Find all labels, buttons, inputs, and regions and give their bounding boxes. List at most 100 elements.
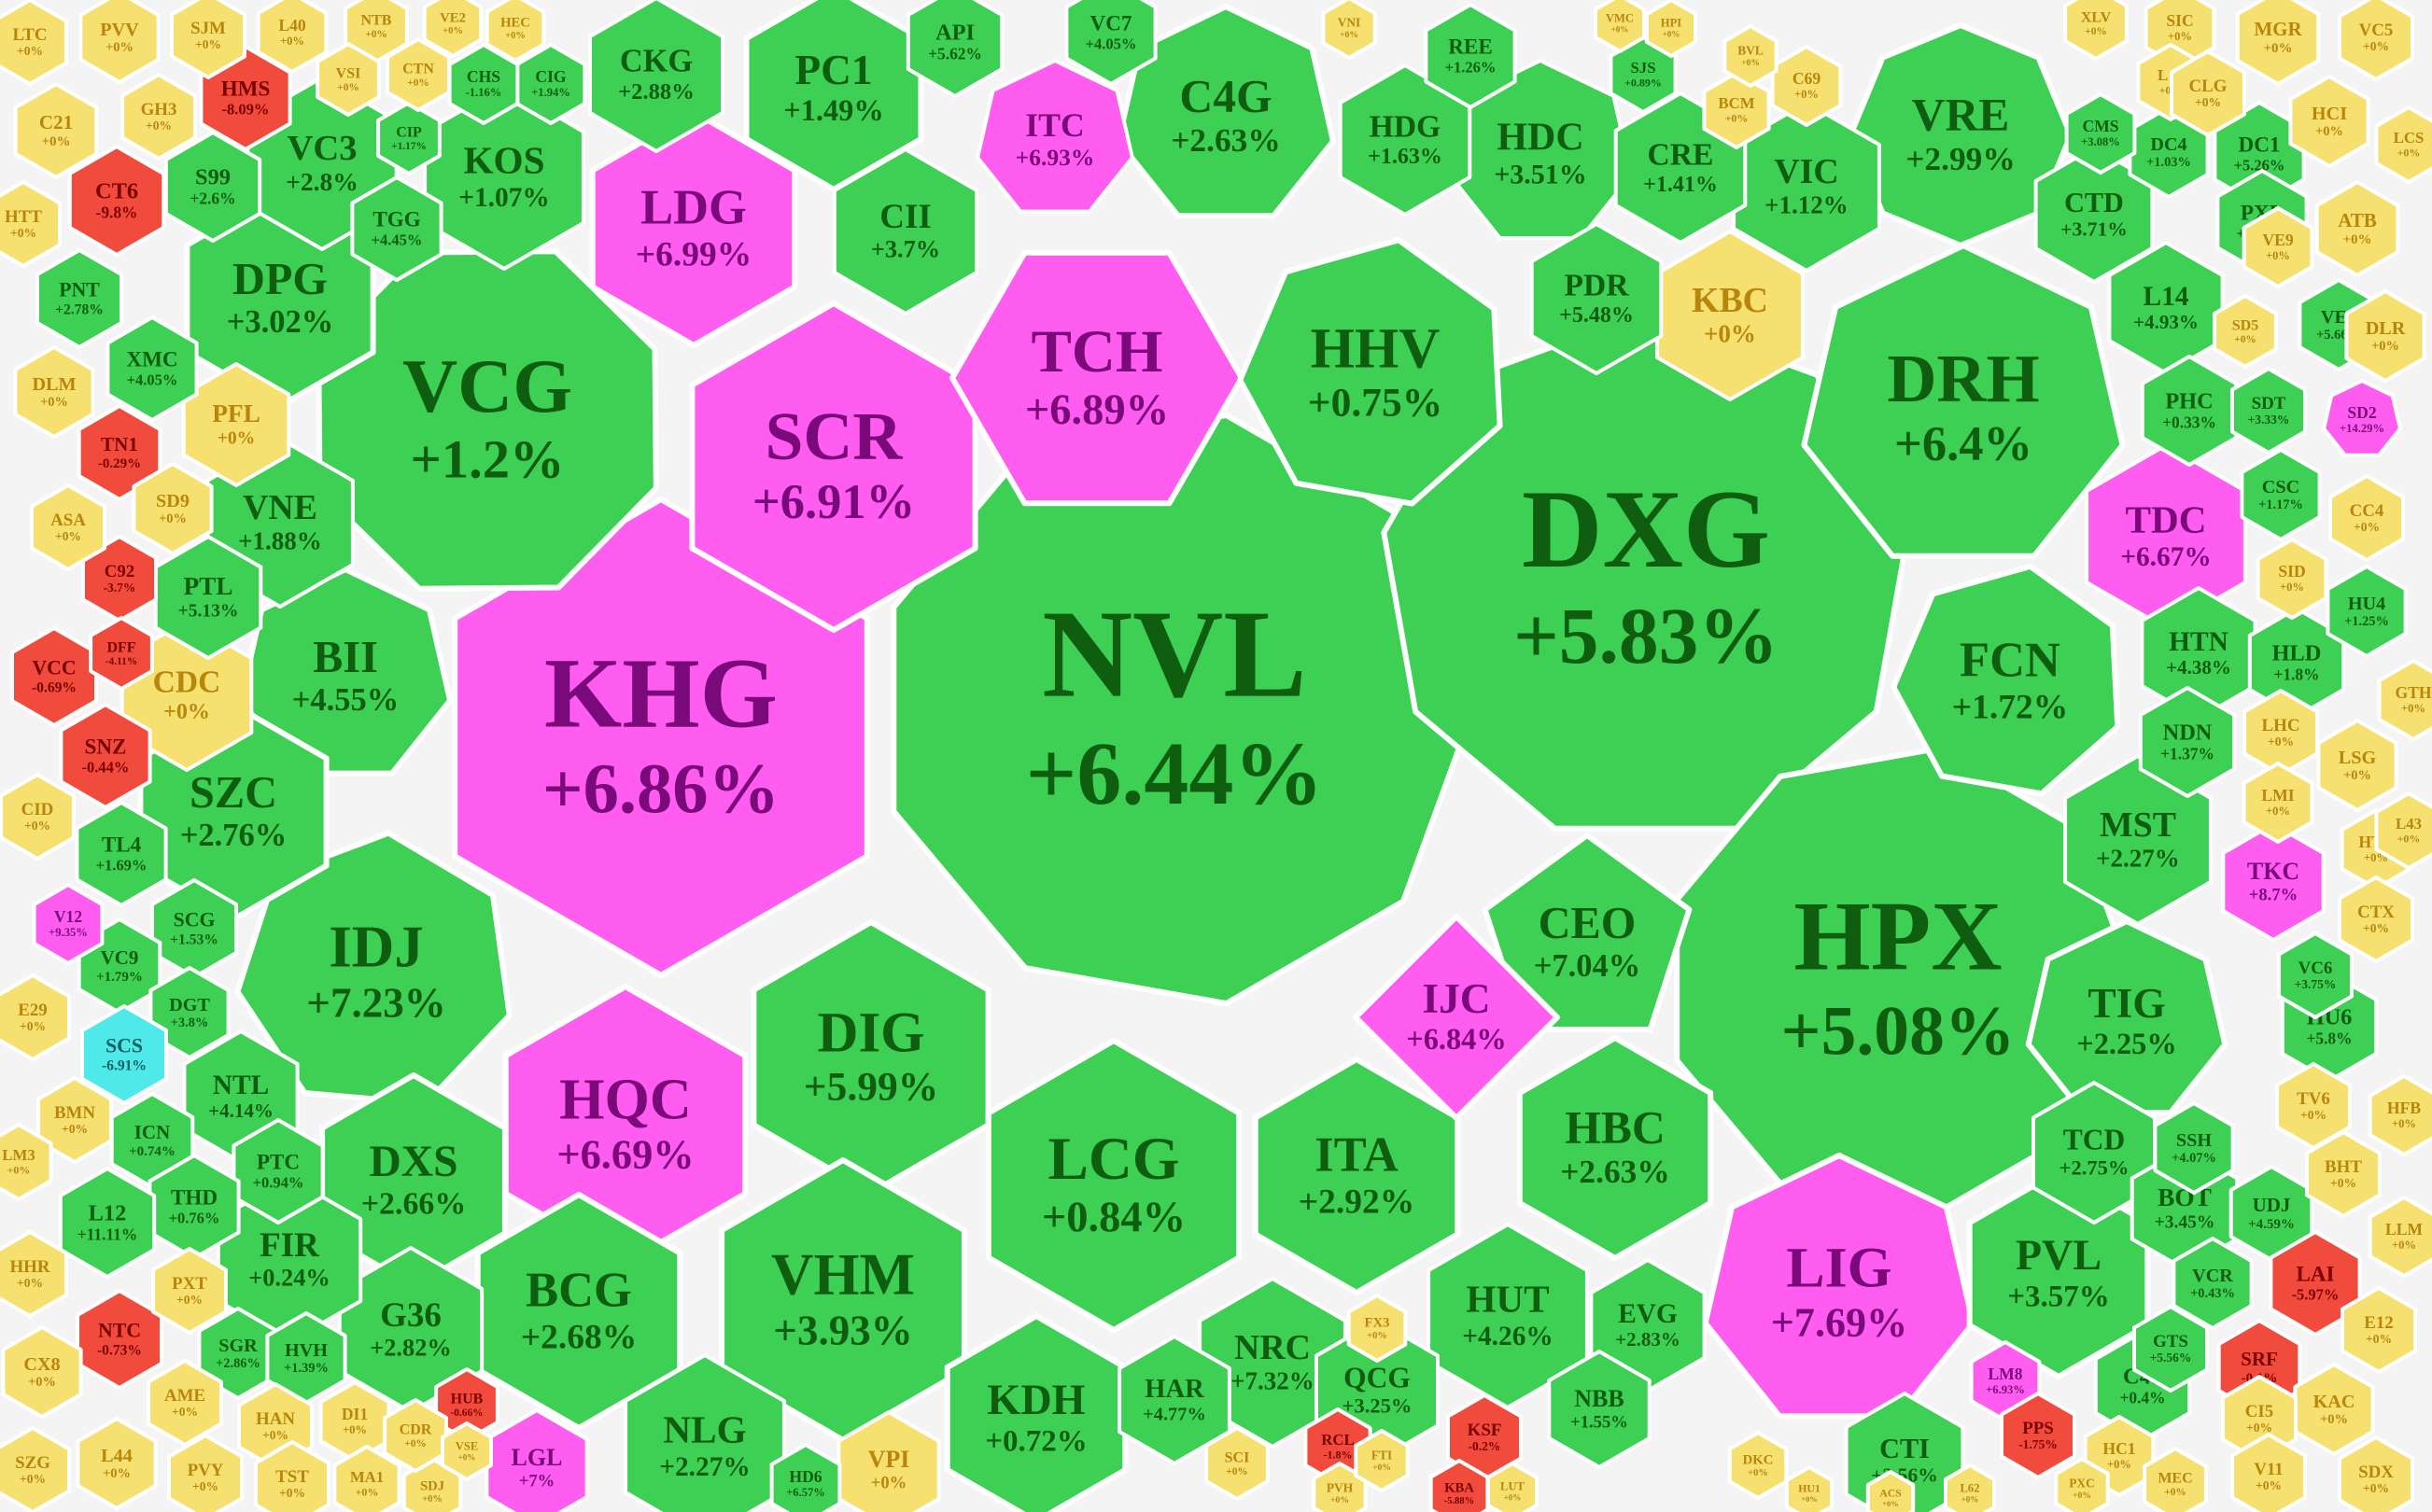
- stock-cell-shape[interactable]: [1118, 1335, 1231, 1465]
- stock-cell-nrc[interactable]: NRC+7.32%: [1198, 1277, 1347, 1449]
- stock-cell-shape[interactable]: [232, 1118, 325, 1225]
- stock-cell-pvv[interactable]: PVV+0%: [78, 0, 161, 84]
- stock-cell-shape[interactable]: [2305, 1130, 2382, 1218]
- stock-cell-cig[interactable]: CIG+1.94%: [514, 43, 587, 125]
- stock-cell-shape[interactable]: [2143, 1447, 2208, 1512]
- stock-cell-e29[interactable]: E29+0%: [0, 973, 71, 1061]
- stock-cell-shape[interactable]: [2328, 474, 2405, 562]
- stock-cell-cid[interactable]: CID+0%: [0, 773, 76, 861]
- stock-cell-htt[interactable]: HTT+0%: [0, 180, 62, 268]
- stock-cell-sci[interactable]: SCI+0%: [1204, 1426, 1270, 1501]
- stock-cell-v12[interactable]: V12+9.35%: [32, 883, 105, 965]
- stock-cell-shape[interactable]: [588, 0, 724, 153]
- stock-cell-shape[interactable]: [1594, 0, 1646, 53]
- stock-cell-shape[interactable]: [2338, 0, 2414, 81]
- stock-cell-ct6[interactable]: CT6-9.8%: [67, 145, 166, 257]
- stock-cell-vcg[interactable]: VCG+1.2%: [316, 248, 659, 592]
- stock-cell-lmi[interactable]: LMI+0%: [2242, 762, 2314, 844]
- stock-cell-shape[interactable]: [120, 73, 197, 161]
- stock-cell-lai[interactable]: LAI-5.97%: [2269, 1230, 2362, 1337]
- stock-cell-acs[interactable]: ACS+0%: [1865, 1470, 1916, 1512]
- stock-cell-shape[interactable]: [589, 109, 798, 348]
- stock-cell-szg[interactable]: SZG+0%: [0, 1426, 71, 1512]
- stock-cell-vc5[interactable]: VC5+0%: [2338, 0, 2414, 81]
- stock-cell-nlg[interactable]: NLG+2.27%: [624, 1353, 786, 1512]
- stock-cell-pdr[interactable]: PDR+5.48%: [1529, 222, 1664, 375]
- stock-cell-hdg[interactable]: HDG+1.63%: [1338, 63, 1472, 217]
- stock-cell-pxc[interactable]: PXC+0%: [2054, 1457, 2110, 1512]
- stock-cell-shape[interactable]: [0, 1123, 53, 1201]
- stock-cell-lgl[interactable]: LGL+7%: [485, 1408, 589, 1512]
- stock-cell-cdc[interactable]: CDC+0%: [119, 619, 254, 772]
- stock-cell-l44[interactable]: L44+0%: [76, 1417, 158, 1510]
- stock-cell-shape[interactable]: [1944, 1463, 1996, 1512]
- stock-cell-ctn[interactable]: CTN+0%: [386, 37, 451, 112]
- stock-cell-shape[interactable]: [832, 147, 979, 315]
- stock-cell-shape[interactable]: [2242, 206, 2314, 288]
- stock-cell-shape[interactable]: [2221, 822, 2326, 942]
- stock-cell-ckg[interactable]: CKG+2.88%: [588, 0, 724, 153]
- stock-cell-shape[interactable]: [386, 37, 451, 112]
- stock-cell-ssh[interactable]: SSH+4.07%: [2153, 1101, 2235, 1195]
- stock-cell-ksf[interactable]: KSF-0.2%: [1446, 1393, 1523, 1481]
- stock-cell-shape[interactable]: [2170, 49, 2246, 137]
- stock-cell-shape[interactable]: [30, 483, 106, 571]
- stock-cell-vse[interactable]: VSE+0%: [441, 1421, 493, 1481]
- stock-cell-shape[interactable]: [1353, 914, 1560, 1121]
- stock-cell-l14[interactable]: L14+4.93%: [2107, 241, 2225, 375]
- stock-cell-di1[interactable]: DI1+0%: [318, 1380, 391, 1463]
- stock-cell-sdj[interactable]: SDJ+0%: [401, 1457, 463, 1512]
- stock-cell-scs[interactable]: SCS-6.91%: [80, 1004, 168, 1105]
- stock-cell-shape[interactable]: [985, 1038, 1243, 1333]
- stock-cell-kac[interactable]: KAC+0%: [2293, 1363, 2375, 1456]
- stock-cell-lsg[interactable]: LSG+0%: [2316, 719, 2398, 812]
- stock-cell-shape[interactable]: [2322, 379, 2402, 457]
- stock-cell-fti[interactable]: FTI+0%: [1354, 1429, 1410, 1492]
- stock-cell-tst[interactable]: TST+0%: [254, 1440, 330, 1512]
- stock-cell-shape[interactable]: [0, 180, 62, 268]
- stock-cell-ndn[interactable]: NDN+1.37%: [2138, 686, 2237, 798]
- stock-cell-shape[interactable]: [105, 315, 199, 422]
- stock-cell-shape[interactable]: [0, 773, 76, 861]
- stock-cell-hu1[interactable]: HU1+0%: [1784, 1465, 1835, 1512]
- stock-cell-dc1[interactable]: DC1+5.26%: [2213, 101, 2306, 207]
- stock-cell-shape[interactable]: [147, 1359, 223, 1447]
- stock-cell-sid[interactable]: SID+0%: [2256, 538, 2328, 620]
- stock-cell-cms[interactable]: CMS+3.08%: [2064, 92, 2137, 175]
- stock-cell-vc6[interactable]: VC6+3.75%: [2277, 931, 2354, 1019]
- stock-cell-mst[interactable]: MST+2.27%: [2063, 754, 2213, 926]
- stock-cell-cc4[interactable]: CC4+0%: [2328, 474, 2405, 562]
- stock-cell-vc7[interactable]: VC7+4.05%: [1064, 0, 1158, 86]
- stock-cell-shape[interactable]: [1321, 0, 1377, 60]
- stock-cell-ldg[interactable]: LDG+6.99%: [589, 109, 798, 348]
- stock-cell-hub[interactable]: HUB-0.66%: [434, 1367, 499, 1442]
- stock-cell-mgr[interactable]: MGR+0%: [2235, 0, 2321, 86]
- stock-cell-shape[interactable]: [2064, 92, 2137, 175]
- stock-cell-shape[interactable]: [976, 59, 1134, 214]
- stock-cell-fcn[interactable]: FCN+1.72%: [1891, 563, 2121, 797]
- stock-cell-shape[interactable]: [151, 1247, 228, 1335]
- stock-cell-shape[interactable]: [1204, 1426, 1270, 1501]
- stock-cell-dxs[interactable]: DXS+2.66%: [319, 1072, 508, 1289]
- stock-cell-cx8[interactable]: CX8+0%: [1, 1325, 83, 1419]
- stock-cell-c21[interactable]: C21+0%: [13, 82, 99, 179]
- stock-cell-shape[interactable]: [13, 345, 95, 439]
- stock-cell-vpi[interactable]: VPI+0%: [836, 1410, 941, 1512]
- stock-cell-shape[interactable]: [1722, 24, 1778, 88]
- stock-cell-shape[interactable]: [1198, 1277, 1347, 1449]
- stock-cell-cii[interactable]: CII+3.7%: [832, 147, 979, 315]
- stock-cell-shape[interactable]: [2374, 791, 2432, 870]
- stock-cell-hci[interactable]: HCI+0%: [2288, 75, 2370, 168]
- stock-cell-bmn[interactable]: BMN+0%: [36, 1076, 113, 1164]
- stock-cell-tn1[interactable]: TN1-0.29%: [77, 404, 162, 501]
- stock-cell-mec[interactable]: MEC+0%: [2143, 1447, 2208, 1512]
- stock-cell-ltc[interactable]: LTC+0%: [0, 0, 68, 86]
- stock-cell-shape[interactable]: [2153, 1101, 2235, 1195]
- stock-cell-shape[interactable]: [836, 1410, 941, 1512]
- stock-cell-shape[interactable]: [1237, 237, 1503, 507]
- stock-cell-shape[interactable]: [316, 248, 659, 592]
- stock-cell-vre[interactable]: VRE+2.99%: [1848, 22, 2074, 248]
- stock-cell-shape[interactable]: [1529, 222, 1664, 375]
- stock-cell-shape[interactable]: [769, 1443, 842, 1512]
- stock-cell-dgt[interactable]: DGT+3.8%: [148, 966, 231, 1059]
